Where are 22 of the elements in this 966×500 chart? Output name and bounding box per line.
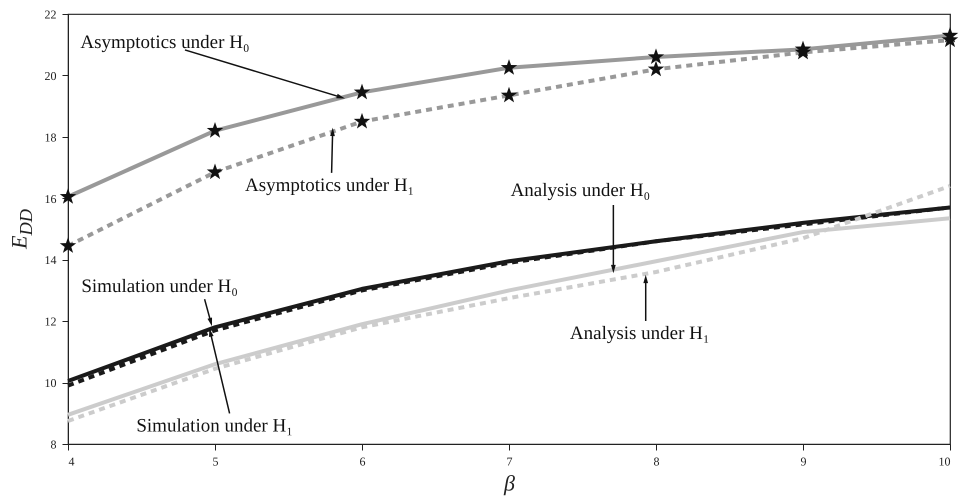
y-tick-label: 22 — [44, 8, 56, 22]
x-tick-label: 6 — [360, 454, 366, 468]
annotation: Analysis under H₁ — [570, 322, 710, 344]
y-tick-label: 16 — [44, 192, 56, 206]
annotation: Simulation under H₀ — [81, 276, 238, 298]
y-tick-label: 12 — [44, 314, 56, 329]
x-tick-label: 10 — [938, 454, 950, 468]
x-tick-label: 4 — [68, 454, 74, 468]
y-tick-label: 20 — [44, 68, 56, 83]
y-tick-label: 10 — [44, 376, 56, 390]
y-tick-label: 8 — [50, 438, 56, 452]
x-tick-label: 8 — [654, 454, 660, 468]
annotation: Simulation under H₁ — [136, 415, 293, 436]
y-tick-label: 14 — [44, 253, 56, 268]
annotation: Asymptotics under H₁ — [245, 174, 414, 196]
x-axis-title: β — [503, 470, 516, 496]
annotation: Asymptotics under H₀ — [80, 32, 250, 53]
x-tick-label: 5 — [212, 454, 218, 468]
x-tick-label: 7 — [506, 454, 512, 468]
annotation: Analysis under H₀ — [510, 180, 650, 202]
x-tick-label: 9 — [800, 454, 806, 468]
y-tick-label: 18 — [44, 130, 56, 144]
